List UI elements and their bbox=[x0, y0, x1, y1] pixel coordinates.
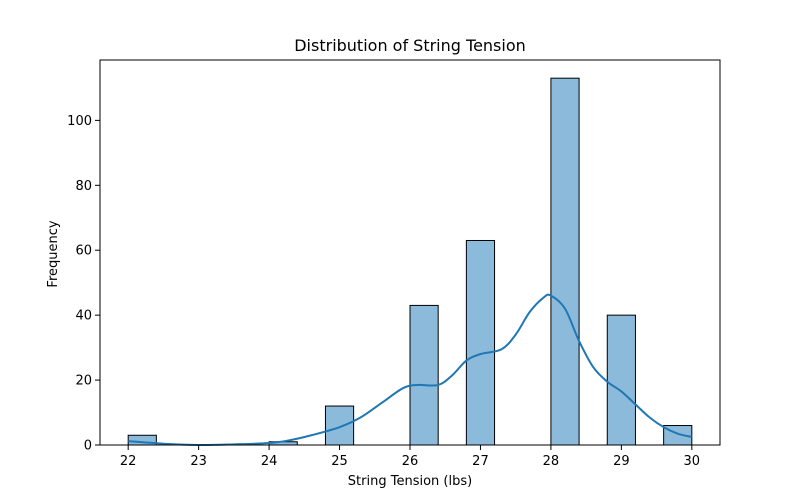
y-tick-label-3: 60 bbox=[75, 244, 92, 259]
x-axis-title: String Tension (lbs) bbox=[348, 474, 472, 489]
y-tick-label-4: 80 bbox=[75, 179, 92, 194]
kde-curve bbox=[128, 293, 693, 447]
y-axis-title: Frequency bbox=[46, 220, 61, 287]
histogram-bar-15 bbox=[550, 77, 580, 446]
x-tick-label-0: 22 bbox=[120, 454, 137, 469]
bars-group bbox=[127, 77, 693, 446]
x-tick-label-7: 29 bbox=[613, 454, 630, 469]
y-tick-label-0: 0 bbox=[84, 439, 92, 454]
x-tick-label-3: 25 bbox=[331, 454, 348, 469]
x-tick-label-2: 24 bbox=[261, 454, 278, 469]
x-tick-label-1: 23 bbox=[190, 454, 207, 469]
y-tick-label-2: 40 bbox=[75, 309, 92, 324]
histogram-bar-17 bbox=[606, 314, 636, 446]
x-axis: 22 23 24 25 26 27 28 29 30 bbox=[120, 445, 700, 469]
histogram-bar-10 bbox=[409, 304, 439, 446]
x-tick-label-4: 26 bbox=[402, 454, 419, 469]
chart-title: Distribution of String Tension bbox=[294, 36, 526, 55]
y-axis: 0 20 40 60 80 100 bbox=[67, 114, 100, 454]
x-tick-label-8: 30 bbox=[684, 454, 701, 469]
x-tick-label-6: 28 bbox=[543, 454, 560, 469]
y-tick-label-5: 100 bbox=[67, 114, 92, 129]
y-tick-label-1: 20 bbox=[75, 374, 92, 389]
histogram-bar-12 bbox=[465, 239, 496, 446]
histogram-bar-7 bbox=[324, 405, 355, 446]
x-tick-label-5: 27 bbox=[472, 454, 489, 469]
